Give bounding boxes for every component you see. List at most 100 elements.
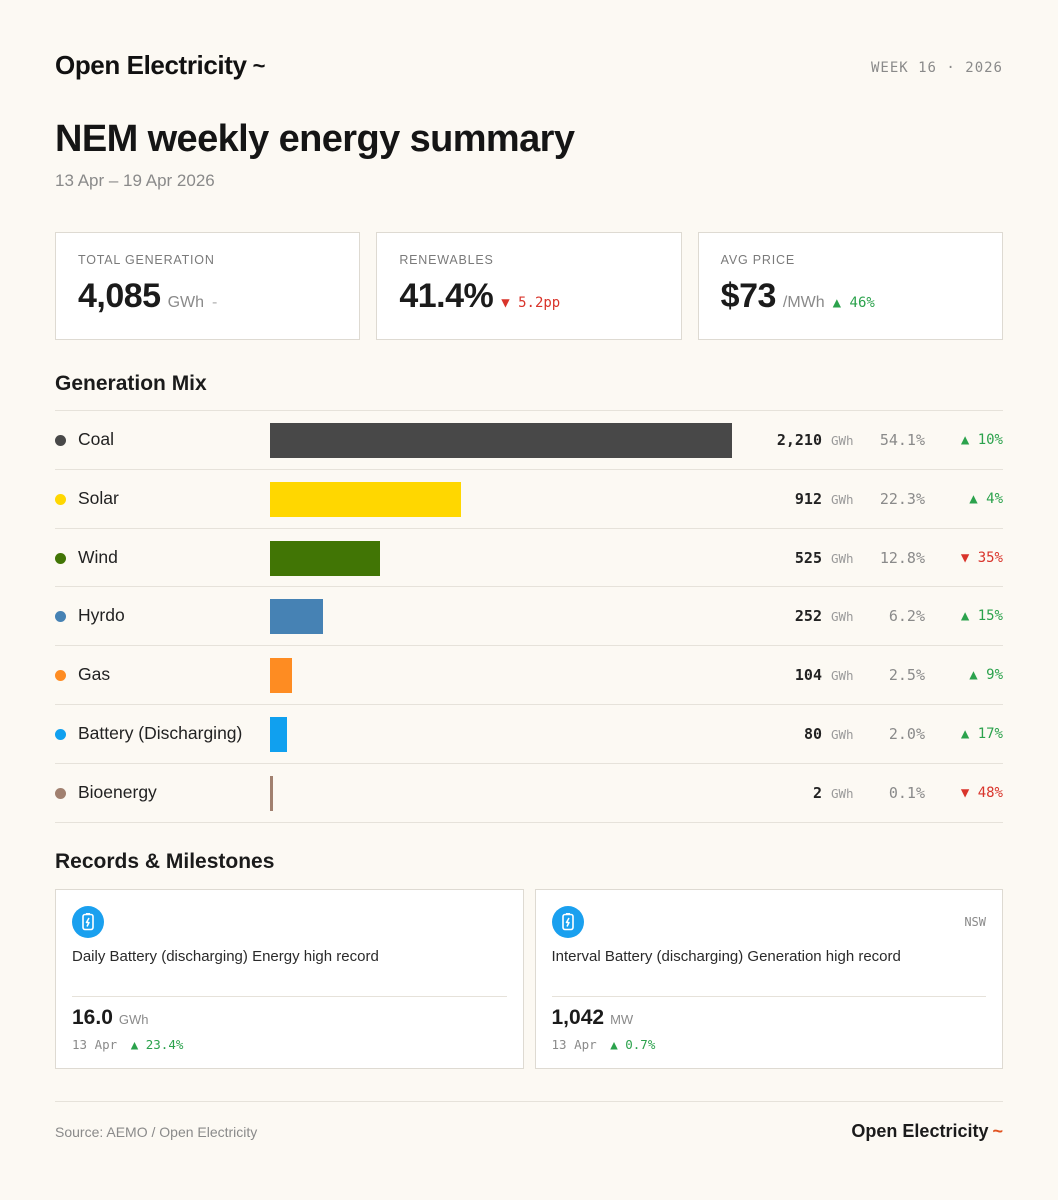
mix-row[interactable]: Battery (Discharging) 80 GWh 2.0% ▲ 17% (55, 705, 1003, 764)
bar (270, 658, 292, 694)
footer-brand[interactable]: Open Electricity ~ (851, 1121, 1003, 1142)
record-region: NSW (964, 915, 986, 929)
stat-card-total-generation: TOTAL GENERATION 4,085 GWh - (55, 232, 361, 340)
source-name: Wind (78, 546, 118, 567)
record-change: ▲ 0.7% (610, 1037, 656, 1052)
bar (270, 540, 380, 576)
records-heading: Records & Milestones (55, 850, 275, 873)
source-name: Gas (78, 664, 111, 685)
value-unit: GWh (831, 726, 854, 742)
source-name: Hyrdo (78, 605, 125, 626)
brand-mark: ~ (252, 52, 266, 78)
source-name: Battery (Discharging) (78, 722, 243, 743)
stat-change: ▼ 5.2pp (501, 295, 561, 311)
footer-brand-name: Open Electricity (851, 1121, 989, 1141)
change-label: ▲ 10% (960, 432, 1003, 448)
change-label: ▲ 15% (960, 608, 1003, 625)
change-label: ▲ 9% (969, 667, 1003, 684)
week-label: WEEK 16 · 2026 (870, 60, 1003, 76)
divider (551, 996, 986, 997)
record-title: Daily Battery (discharging) Energy high … (72, 948, 379, 965)
share-label: 2.0% (888, 724, 925, 743)
stat-change: - (212, 294, 218, 311)
share-label: 6.2% (888, 607, 925, 626)
bar (270, 716, 287, 752)
record-date: 13 Apr (551, 1037, 597, 1052)
stat-label: AVG PRICE (720, 253, 796, 267)
brand-logo[interactable]: Open Electricity ~ (55, 50, 265, 81)
value-unit: GWh (831, 491, 854, 507)
mix-row[interactable]: Coal 2,210 GWh 54.1% ▲ 10% (55, 411, 1003, 470)
legend-dot (55, 670, 66, 682)
share-label: 0.1% (888, 783, 925, 802)
source-name: Coal (78, 429, 114, 449)
change-label: ▲ 17% (960, 725, 1003, 742)
record-card[interactable]: NSW Interval Battery (discharging) Gener… (534, 889, 1003, 1069)
share-label: 54.1% (879, 431, 925, 449)
legend-dot (55, 728, 66, 740)
legend-dot (55, 435, 66, 446)
brand-name: Open Electricity (55, 50, 247, 80)
bar-value-label: 80 (803, 724, 822, 743)
bar-value-label: 2 (812, 783, 822, 802)
mix-row[interactable]: Wind 525 GWh 12.8% ▼ 35% (55, 529, 1003, 588)
share-label: 12.8% (879, 548, 925, 567)
value-unit: GWh (831, 433, 854, 448)
change-label: ▼ 35% (960, 549, 1003, 566)
records-list: Daily Battery (discharging) Energy high … (55, 889, 1003, 1069)
date-range: 13 Apr – 19 Apr 2026 (55, 171, 215, 190)
battery-icon (551, 906, 584, 938)
share-label: 2.5% (888, 666, 925, 685)
bar-value-label: 104 (794, 666, 822, 685)
generation-mix-chart: Coal 2,210 GWh 54.1% ▲ 10% Solar 912 GWh 22.3% ▲ … (55, 410, 1003, 823)
bar-value-label: 912 (794, 489, 822, 508)
divider (72, 996, 507, 997)
record-unit: GWh (118, 1012, 149, 1027)
stat-label: TOTAL GENERATION (78, 253, 215, 267)
stat-change: ▲ 46% (832, 295, 875, 311)
stat-card-avg-price: AVG PRICE $73 /MWh ▲ 46% (697, 232, 1003, 340)
value-unit: GWh (831, 609, 854, 625)
bar-value-label: 525 (794, 548, 822, 567)
bar (270, 775, 273, 811)
record-date: 13 Apr (72, 1037, 118, 1052)
header: Open Electricity ~ WEEK 16 · 2026 (55, 50, 1003, 86)
value-unit: GWh (831, 550, 854, 566)
stat-unit: GWh (167, 294, 205, 311)
bar-value-label: 252 (794, 607, 822, 626)
bar-value-label: 2,210 (776, 431, 822, 449)
stat-value: $73 (720, 277, 777, 315)
mix-row[interactable]: Bioenergy 2 GWh 0.1% ▼ 48% (55, 764, 1003, 823)
share-label: 22.3% (879, 489, 925, 508)
mix-row[interactable]: Hyrdo 252 GWh 6.2% ▲ 15% (55, 587, 1003, 647)
legend-dot (55, 611, 66, 623)
legend-dot (55, 787, 66, 799)
stat-label: RENEWABLES (399, 253, 494, 267)
record-change: ▲ 23.4% (130, 1037, 184, 1052)
value-unit: GWh (831, 668, 854, 684)
bar (270, 599, 323, 635)
page-title: NEM weekly energy summary (55, 118, 575, 160)
legend-dot (55, 552, 66, 564)
bar (270, 481, 461, 517)
record-value: 1,042 (551, 1006, 605, 1029)
footer-divider (55, 1101, 1003, 1102)
record-title: Interval Battery (discharging) Generatio… (551, 948, 901, 965)
battery-icon (72, 906, 104, 938)
mix-row[interactable]: Solar 912 GWh 22.3% ▲ 4% (55, 470, 1003, 529)
footer-brand-mark: ~ (992, 1121, 1003, 1141)
mix-row[interactable]: Gas 104 GWh 2.5% ▲ 9% (55, 646, 1003, 705)
stat-unit: /MWh (782, 294, 825, 311)
record-value: 16.0 (72, 1006, 113, 1029)
record-card[interactable]: Daily Battery (discharging) Energy high … (55, 889, 524, 1069)
generation-mix-heading: Generation Mix (55, 372, 207, 395)
stat-card-renewables: RENEWABLES 41.4% ▼ 5.2pp (376, 232, 682, 340)
stat-value: 4,085 (78, 277, 161, 315)
change-label: ▲ 4% (969, 490, 1003, 507)
stat-value: 41.4% (399, 277, 494, 315)
source-name: Solar (78, 487, 119, 508)
record-unit: MW (610, 1012, 634, 1027)
change-label: ▼ 48% (960, 784, 1003, 801)
legend-dot (55, 493, 66, 505)
value-unit: GWh (831, 785, 854, 801)
